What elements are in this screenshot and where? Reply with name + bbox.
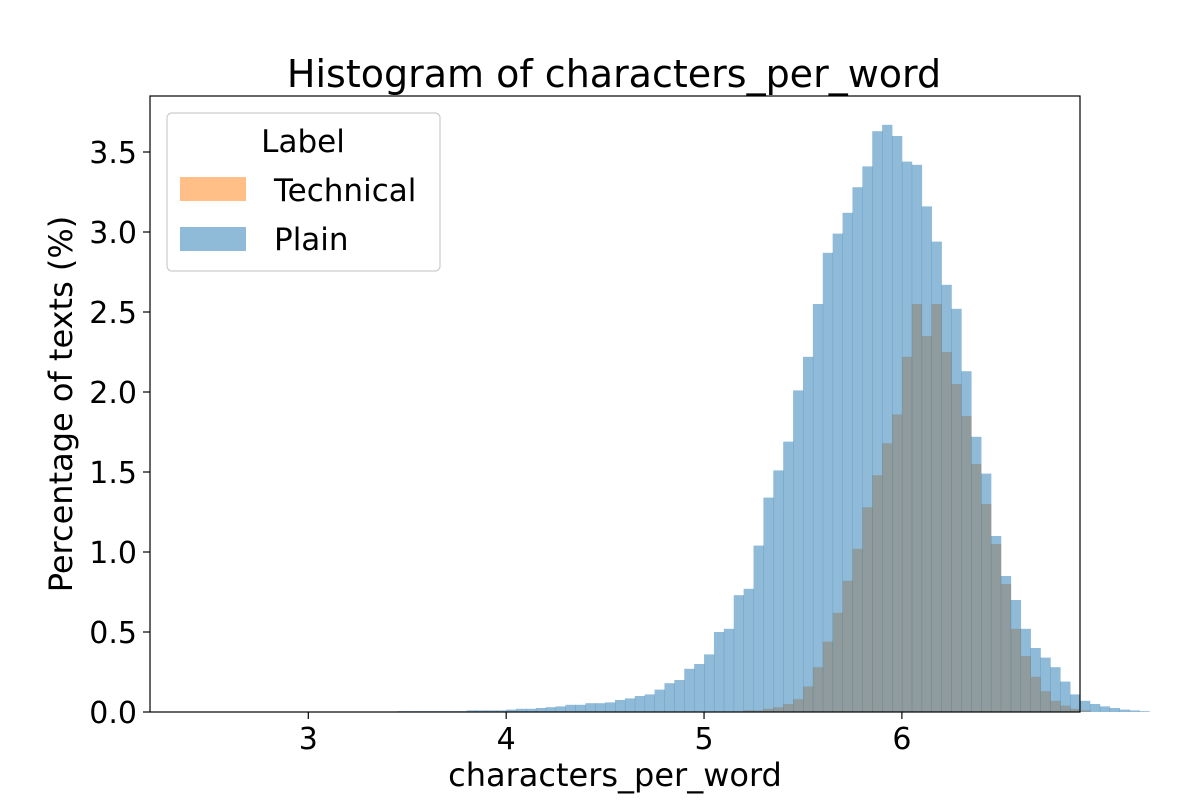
y-tick-label: 0.0	[89, 696, 137, 731]
legend-label-plain: Plain	[274, 222, 349, 258]
histogram-bar-plain	[664, 683, 675, 712]
histogram-bar-plain	[822, 252, 834, 713]
histogram-bar-plain	[496, 710, 507, 712]
chart-title: Histogram of characters_per_word	[287, 52, 941, 96]
histogram-bar-plain	[684, 668, 695, 712]
histogram-bar-plain	[971, 436, 982, 712]
histogram-bar-plain	[941, 284, 952, 712]
histogram-bar-plain	[832, 233, 843, 712]
y-tick-label: 0.5	[89, 616, 137, 651]
histogram-bar-plain	[882, 124, 893, 713]
histogram-bar-plain	[1030, 648, 1041, 712]
histogram-bar-plain	[723, 628, 735, 712]
x-tick-label: 5	[694, 722, 713, 757]
histogram-bar-plain	[743, 588, 754, 712]
histogram-bar-plain	[1070, 694, 1081, 712]
histogram-bar-plain	[911, 164, 923, 713]
histogram-bar-plain	[1080, 700, 1091, 712]
histogram-bar-plain	[981, 473, 992, 712]
histogram-bar-plain	[921, 206, 932, 712]
histogram-bar-plain	[654, 689, 665, 712]
histogram-bar-plain	[793, 390, 804, 712]
histogram-bar-plain	[535, 708, 547, 712]
histogram-bar-plain	[1129, 710, 1140, 712]
x-tick-label: 4	[497, 722, 516, 757]
histogram-bar-plain	[466, 710, 477, 712]
histogram-bar-plain	[842, 212, 853, 713]
legend: Label Technical Plain	[166, 112, 441, 272]
histogram-bar-plain	[1010, 600, 1022, 712]
histogram-bar-plain	[486, 710, 497, 712]
histogram-bar-plain	[674, 680, 685, 712]
histogram-bar-plain	[753, 545, 764, 712]
histogram-bar-plain	[615, 700, 626, 712]
histogram-bar-plain	[585, 703, 596, 712]
histogram-bar-plain	[1040, 657, 1051, 712]
histogram-bar-plain	[1020, 628, 1031, 712]
histogram-bar-plain	[634, 696, 646, 712]
histogram-bar-plain	[713, 632, 725, 712]
histogram-bar-plain	[1099, 706, 1111, 712]
histogram-bar-plain	[624, 698, 636, 712]
histogram-bar-plain	[555, 706, 566, 712]
histogram-bar-plain	[605, 702, 616, 712]
legend-swatch-technical	[180, 177, 246, 201]
histogram-bar-plain	[852, 187, 863, 712]
series-plain	[397, 124, 1150, 713]
histogram-bar-plain	[892, 136, 903, 712]
histogram-bar-plain	[802, 356, 814, 712]
histogram-bar-plain	[565, 704, 576, 712]
axes-frame	[149, 95, 1081, 713]
y-tick-label: 2.0	[89, 376, 137, 411]
histogram-bar-plain	[1060, 681, 1071, 712]
histogram-bar-plain	[1000, 576, 1012, 712]
histogram-bar-plain	[901, 161, 913, 713]
histogram-bar-plain	[733, 595, 745, 712]
legend-title: Label	[261, 124, 345, 160]
y-tick-label: 1.0	[89, 536, 137, 571]
histogram-bar-plain	[545, 707, 557, 712]
histogram-bar-plain	[1139, 711, 1150, 712]
histogram-bar-plain	[763, 497, 774, 712]
histogram-bar-plain	[931, 241, 942, 712]
histogram-bar-plain	[990, 536, 1002, 712]
histogram-bar-plain	[773, 470, 784, 712]
histogram-bar-plain	[1119, 709, 1130, 712]
histogram-bar-plain	[575, 704, 586, 712]
histogram-bar-plain	[516, 708, 527, 712]
y-axis-label: Percentage of texts (%)	[42, 216, 80, 593]
histogram-bar-plain	[704, 654, 715, 712]
histogram-bar-plain	[595, 703, 606, 712]
histogram-bar-plain	[694, 664, 705, 712]
x-tick-label: 6	[892, 722, 911, 757]
histogram-bar-plain	[872, 131, 883, 712]
axis-ticks: 3 4 5 6 0.0 0.5 1.0 1.5 2.0 2.5 3.0 3.5	[89, 136, 911, 757]
y-tick-label: 3.5	[89, 136, 137, 171]
histogram-bar-plain	[644, 694, 655, 712]
histogram-bar-plain	[862, 166, 873, 712]
x-tick-label: 3	[299, 722, 318, 757]
y-tick-label: 2.5	[89, 296, 137, 331]
legend-swatch-plain	[180, 227, 246, 251]
y-tick-label: 1.5	[89, 456, 137, 491]
histogram-bar-plain	[812, 304, 824, 712]
x-axis-label: characters_per_word	[448, 756, 782, 794]
plot-area	[397, 124, 1150, 713]
histogram-bar-plain	[951, 308, 962, 712]
histogram-bar-plain	[961, 371, 972, 712]
histogram-bar-plain	[783, 441, 794, 712]
y-tick-label: 3.0	[89, 216, 137, 251]
legend-label-technical: Technical	[273, 173, 416, 209]
histogram-bar-plain	[1109, 708, 1120, 712]
histogram-bar-plain	[506, 709, 517, 712]
histogram-bar-plain	[1050, 667, 1061, 712]
histogram-bar-plain	[476, 710, 487, 712]
histogram-bar-plain	[1089, 704, 1101, 712]
histogram-bar-plain	[525, 708, 537, 712]
